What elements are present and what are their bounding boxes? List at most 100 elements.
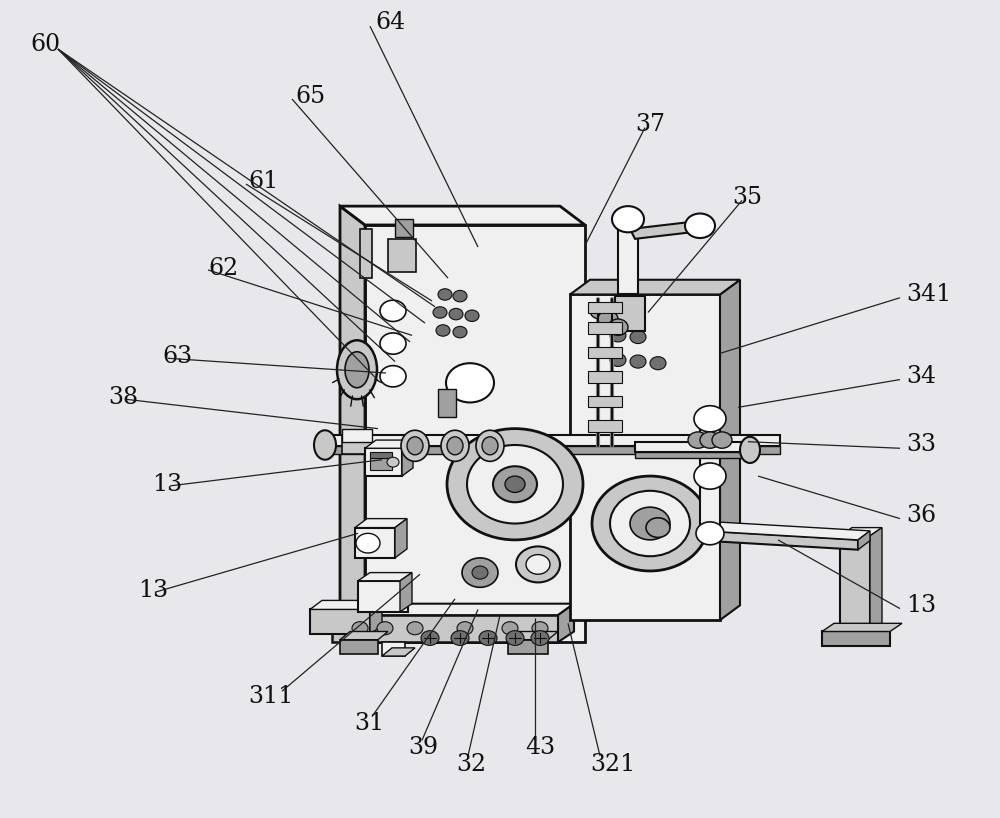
Bar xyxy=(438,389,456,417)
Polygon shape xyxy=(822,631,890,646)
Bar xyxy=(588,322,622,334)
Polygon shape xyxy=(508,640,548,654)
Ellipse shape xyxy=(740,437,760,463)
Circle shape xyxy=(447,429,583,540)
Circle shape xyxy=(352,622,368,635)
Bar xyxy=(588,371,622,383)
Ellipse shape xyxy=(401,430,429,461)
Polygon shape xyxy=(630,221,705,239)
Text: 321: 321 xyxy=(590,753,635,775)
Bar xyxy=(342,436,372,454)
Polygon shape xyxy=(382,642,405,656)
Circle shape xyxy=(712,432,732,448)
Circle shape xyxy=(380,333,406,354)
Polygon shape xyxy=(370,600,382,634)
Polygon shape xyxy=(395,519,407,558)
Polygon shape xyxy=(340,640,378,654)
Circle shape xyxy=(505,476,525,492)
Bar xyxy=(588,420,622,432)
Circle shape xyxy=(407,622,423,635)
Circle shape xyxy=(700,432,720,448)
Circle shape xyxy=(356,533,380,553)
Text: 13: 13 xyxy=(906,594,936,617)
Ellipse shape xyxy=(314,430,336,460)
Ellipse shape xyxy=(476,430,504,461)
Text: 60: 60 xyxy=(30,34,60,56)
Circle shape xyxy=(506,631,524,645)
Circle shape xyxy=(696,522,724,545)
Polygon shape xyxy=(340,206,365,642)
Text: 31: 31 xyxy=(354,712,384,735)
Text: 36: 36 xyxy=(906,504,936,527)
Circle shape xyxy=(457,622,473,635)
Text: 39: 39 xyxy=(408,736,438,759)
Bar xyxy=(360,229,372,278)
Circle shape xyxy=(630,507,670,540)
Polygon shape xyxy=(332,604,574,615)
Polygon shape xyxy=(508,631,558,640)
Circle shape xyxy=(421,631,439,645)
Polygon shape xyxy=(358,573,412,581)
Text: 64: 64 xyxy=(375,11,405,34)
Polygon shape xyxy=(570,280,740,294)
Circle shape xyxy=(472,566,488,579)
Circle shape xyxy=(451,631,469,645)
Circle shape xyxy=(453,326,467,338)
Circle shape xyxy=(608,319,628,335)
Text: 311: 311 xyxy=(248,685,293,708)
Polygon shape xyxy=(635,452,750,458)
Polygon shape xyxy=(355,528,395,558)
Polygon shape xyxy=(700,474,720,536)
Circle shape xyxy=(433,307,447,318)
Ellipse shape xyxy=(441,430,469,461)
Bar xyxy=(358,581,408,612)
Circle shape xyxy=(646,518,670,537)
Polygon shape xyxy=(340,206,585,225)
Polygon shape xyxy=(720,280,740,620)
Text: 61: 61 xyxy=(248,170,278,193)
Polygon shape xyxy=(618,217,638,294)
Circle shape xyxy=(436,325,450,336)
Polygon shape xyxy=(310,609,370,634)
Polygon shape xyxy=(310,600,382,609)
Text: 341: 341 xyxy=(906,283,951,306)
Circle shape xyxy=(630,330,646,344)
Circle shape xyxy=(685,213,715,238)
Circle shape xyxy=(688,432,708,448)
Circle shape xyxy=(526,555,550,574)
Polygon shape xyxy=(320,446,780,454)
Ellipse shape xyxy=(337,340,377,399)
Polygon shape xyxy=(400,573,412,612)
Polygon shape xyxy=(570,294,720,620)
Polygon shape xyxy=(340,631,388,640)
Text: 63: 63 xyxy=(162,345,192,368)
Polygon shape xyxy=(870,528,882,638)
Circle shape xyxy=(377,622,393,635)
Circle shape xyxy=(380,300,406,321)
Text: 37: 37 xyxy=(635,113,665,136)
Bar xyxy=(588,302,622,313)
Polygon shape xyxy=(365,448,402,476)
Circle shape xyxy=(479,631,497,645)
Polygon shape xyxy=(858,531,870,550)
Circle shape xyxy=(650,357,666,370)
Text: 43: 43 xyxy=(525,736,555,759)
Text: 13: 13 xyxy=(138,579,168,602)
Circle shape xyxy=(387,457,399,467)
Bar xyxy=(365,225,585,642)
Polygon shape xyxy=(635,442,750,452)
Circle shape xyxy=(612,206,644,232)
Circle shape xyxy=(380,366,406,387)
Circle shape xyxy=(516,546,560,582)
Polygon shape xyxy=(615,296,645,331)
Text: 62: 62 xyxy=(208,257,238,280)
Circle shape xyxy=(449,308,463,320)
Circle shape xyxy=(467,445,563,524)
Text: 33: 33 xyxy=(906,434,936,456)
Text: 13: 13 xyxy=(152,473,182,496)
Circle shape xyxy=(462,558,498,587)
Circle shape xyxy=(453,290,467,302)
Circle shape xyxy=(532,622,548,635)
Circle shape xyxy=(502,622,518,635)
Circle shape xyxy=(590,303,610,319)
